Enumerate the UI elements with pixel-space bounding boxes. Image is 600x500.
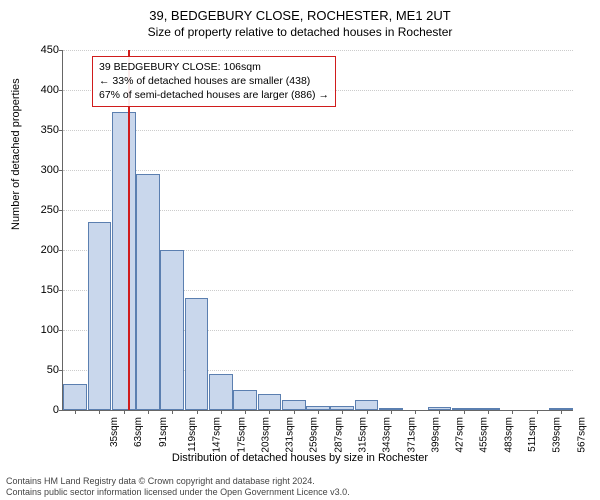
- histogram-bar: [185, 298, 209, 410]
- histogram-bar: [282, 400, 306, 410]
- histogram-bar: [258, 394, 282, 410]
- y-tick-label: 250: [19, 204, 59, 216]
- histogram-bar: [63, 384, 87, 410]
- chart-container: 39, BEDGEBURY CLOSE, ROCHESTER, ME1 2UT …: [0, 0, 600, 500]
- x-tick-label: 175sqm: [236, 417, 247, 453]
- annotation-line-1: 39 BEDGEBURY CLOSE: 106sqm: [99, 60, 329, 74]
- x-tick-label: 427sqm: [455, 417, 466, 453]
- histogram-bar: [233, 390, 257, 410]
- y-tick-mark: [59, 250, 63, 251]
- x-tick-label: 63sqm: [133, 417, 144, 447]
- x-tick-mark: [172, 410, 173, 414]
- x-tick-label: 231sqm: [285, 417, 296, 453]
- x-tick-mark: [75, 410, 76, 414]
- page-title: 39, BEDGEBURY CLOSE, ROCHESTER, ME1 2UT: [0, 0, 600, 23]
- x-tick-label: 511sqm: [527, 417, 538, 452]
- gridline: [63, 170, 573, 171]
- x-tick-mark: [367, 410, 368, 414]
- x-tick-mark: [99, 410, 100, 414]
- x-tick-mark: [221, 410, 222, 414]
- histogram-bar: [160, 250, 184, 410]
- annotation-box: 39 BEDGEBURY CLOSE: 106sqm ← 33% of deta…: [92, 56, 336, 107]
- x-tick-mark: [148, 410, 149, 414]
- x-tick-label: 35sqm: [109, 417, 120, 447]
- x-tick-label: 539sqm: [552, 417, 563, 453]
- footer-line-1: Contains HM Land Registry data © Crown c…: [6, 476, 350, 487]
- y-tick-mark: [59, 130, 63, 131]
- x-tick-mark: [294, 410, 295, 414]
- annotation-line-2: ← 33% of detached houses are smaller (43…: [99, 74, 329, 88]
- x-tick-mark: [512, 410, 513, 414]
- y-tick-label: 200: [19, 244, 59, 256]
- y-tick-mark: [59, 170, 63, 171]
- y-tick-mark: [59, 330, 63, 331]
- y-tick-mark: [59, 410, 63, 411]
- x-tick-label: 483sqm: [503, 417, 514, 453]
- x-tick-mark: [245, 410, 246, 414]
- x-tick-mark: [197, 410, 198, 414]
- x-axis-label: Distribution of detached houses by size …: [0, 452, 600, 464]
- x-tick-mark: [124, 410, 125, 414]
- gridline: [63, 130, 573, 131]
- page-subtitle: Size of property relative to detached ho…: [0, 23, 600, 39]
- histogram-bar: [136, 174, 160, 410]
- gridline: [63, 50, 573, 51]
- histogram-bar: [112, 112, 136, 410]
- y-tick-mark: [59, 210, 63, 211]
- y-tick-label: 100: [19, 324, 59, 336]
- x-tick-label: 91sqm: [158, 417, 169, 447]
- x-tick-label: 203sqm: [260, 417, 271, 453]
- x-tick-mark: [342, 410, 343, 414]
- x-tick-label: 287sqm: [333, 417, 344, 453]
- x-tick-mark: [537, 410, 538, 414]
- chart-area: 05010015020025030035040045035sqm63sqm91s…: [62, 50, 572, 410]
- x-tick-label: 455sqm: [479, 417, 490, 453]
- x-tick-label: 259sqm: [309, 417, 320, 453]
- x-tick-label: 119sqm: [187, 417, 198, 452]
- histogram-bar: [88, 222, 112, 410]
- x-tick-mark: [439, 410, 440, 414]
- x-tick-mark: [488, 410, 489, 414]
- x-tick-mark: [464, 410, 465, 414]
- y-tick-label: 300: [19, 164, 59, 176]
- x-tick-mark: [415, 410, 416, 414]
- y-tick-mark: [59, 90, 63, 91]
- footer: Contains HM Land Registry data © Crown c…: [6, 476, 350, 498]
- histogram-bar: [355, 400, 379, 410]
- x-tick-mark: [561, 410, 562, 414]
- y-tick-label: 450: [19, 44, 59, 56]
- x-tick-mark: [318, 410, 319, 414]
- histogram-bar: [209, 374, 233, 410]
- y-tick-label: 0: [19, 404, 59, 416]
- x-tick-label: 315sqm: [358, 417, 369, 453]
- x-tick-label: 371sqm: [406, 417, 417, 453]
- y-tick-mark: [59, 290, 63, 291]
- y-tick-label: 50: [19, 364, 59, 376]
- y-tick-mark: [59, 370, 63, 371]
- annotation-line-3: 67% of semi-detached houses are larger (…: [99, 88, 329, 102]
- footer-line-2: Contains public sector information licen…: [6, 487, 350, 498]
- x-tick-label: 343sqm: [382, 417, 393, 453]
- x-tick-label: 147sqm: [212, 417, 223, 453]
- x-tick-mark: [391, 410, 392, 414]
- y-tick-mark: [59, 50, 63, 51]
- x-tick-mark: [269, 410, 270, 414]
- y-tick-label: 400: [19, 84, 59, 96]
- x-tick-label: 399sqm: [430, 417, 441, 453]
- y-tick-label: 150: [19, 284, 59, 296]
- x-tick-label: 567sqm: [576, 417, 587, 453]
- y-tick-label: 350: [19, 124, 59, 136]
